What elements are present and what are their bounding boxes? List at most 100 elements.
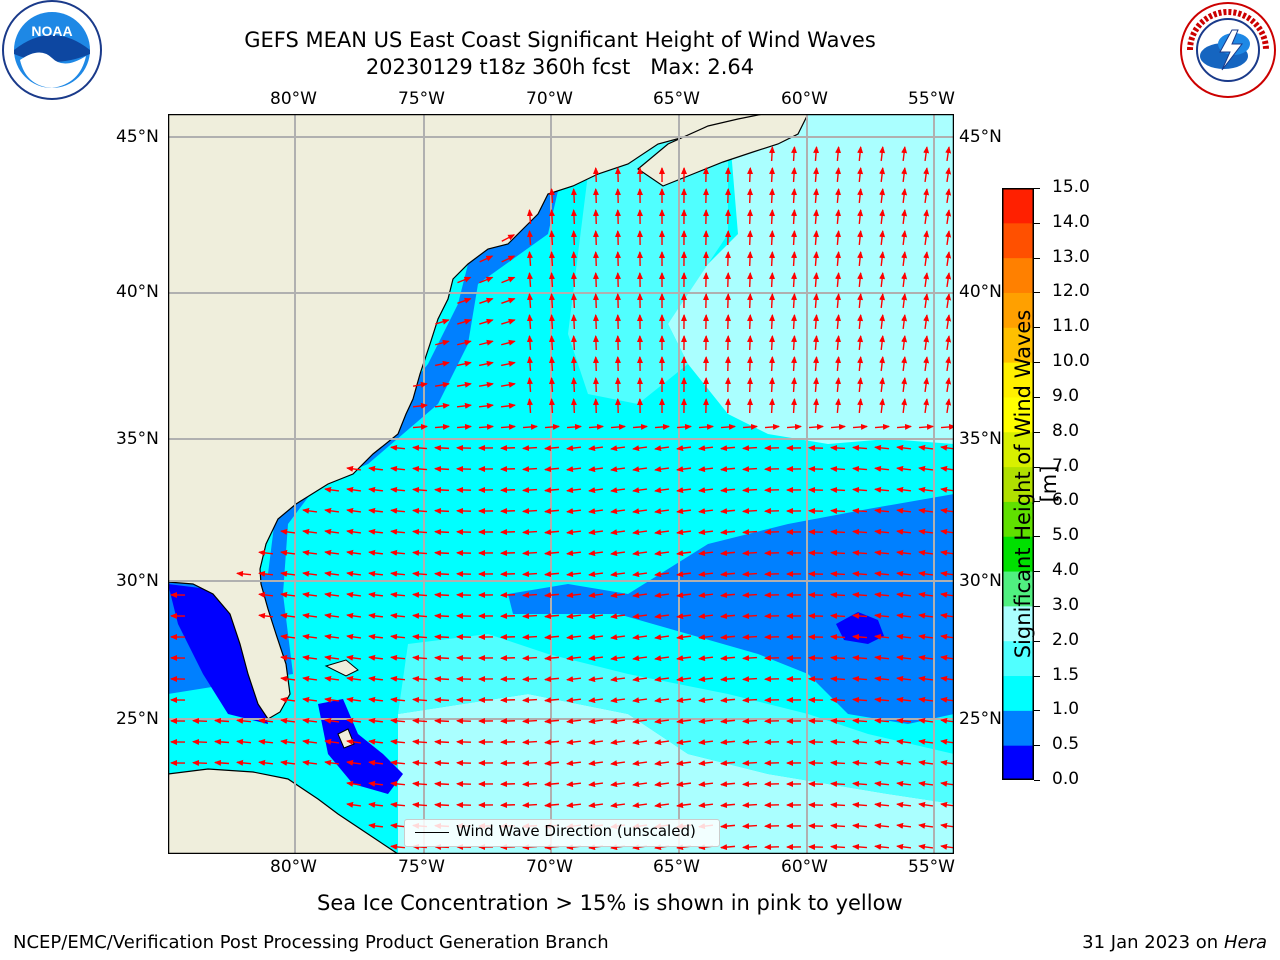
wave-direction-arrow (918, 486, 934, 493)
wave-direction-arrow (769, 146, 776, 162)
wave-direction-arrow (918, 507, 934, 514)
colorbar-band (1002, 327, 1034, 363)
wave-direction-arrow (346, 654, 362, 661)
wave-direction-arrow (654, 802, 670, 809)
wave-direction-arrow (544, 592, 560, 599)
wave-direction-arrow (852, 738, 868, 745)
wave-direction-arrow (479, 360, 494, 367)
wave-direction-arrow (874, 549, 890, 556)
wave-direction-arrow (830, 633, 846, 640)
lon-tick-bottom-3: 70°W (526, 857, 573, 877)
wave-direction-arrow (830, 612, 846, 619)
chart-title-line2: 20230129 t18z 360h fcst Max: 2.64 (365, 55, 755, 79)
wave-direction-arrow (258, 759, 274, 766)
wave-direction-arrow (302, 717, 318, 724)
wave-direction-arrow (434, 528, 450, 535)
wave-direction-arrow (412, 717, 428, 724)
wave-direction-arrow (434, 675, 450, 682)
lon-tick-top-1: 80°W (270, 89, 317, 109)
wave-direction-arrow (835, 209, 842, 225)
wave-direction-arrow (522, 445, 538, 452)
wave-direction-arrow (632, 487, 648, 494)
wave-direction-arrow (478, 423, 494, 430)
wave-direction-arrow (896, 612, 912, 619)
wave-direction-arrow (390, 843, 406, 850)
wave-direction-arrow (852, 486, 868, 493)
wave-direction-arrow (434, 780, 450, 787)
wave-direction-arrow (874, 675, 890, 682)
wave-direction-arrow (940, 465, 954, 472)
wave-direction-arrow (522, 718, 538, 725)
wave-direction-arrow (835, 188, 842, 204)
wave-direction-arrow (479, 297, 494, 305)
wave-direction-arrow (588, 634, 604, 641)
wave-direction-arrow (610, 802, 626, 809)
wave-direction-arrow (526, 230, 533, 246)
wave-direction-arrow (879, 230, 886, 246)
wave-direction-arrow (632, 613, 648, 620)
wave-direction-arrow (346, 549, 362, 556)
wave-direction-arrow (874, 759, 890, 766)
wave-direction-arrow (742, 676, 758, 683)
wave-direction-arrow (945, 209, 952, 225)
wave-direction-arrow (390, 507, 406, 514)
wave-direction-arrow (698, 697, 714, 704)
wave-direction-arrow (923, 314, 930, 330)
colorbar-tick-mark (1034, 466, 1040, 468)
wave-direction-arrow (654, 613, 670, 620)
wave-direction-arrow (434, 570, 450, 577)
wave-direction-arrow (654, 781, 670, 788)
wave-direction-arrow (940, 738, 954, 745)
wave-direction-arrow (940, 444, 954, 451)
wave-direction-arrow (324, 528, 340, 535)
graticule (168, 114, 954, 854)
wave-direction-arrow (346, 717, 362, 724)
wave-direction-arrow (698, 508, 714, 515)
wave-direction-arrow (874, 528, 890, 535)
wave-direction-arrow (940, 549, 954, 556)
wave-direction-arrow (874, 486, 890, 493)
wave-direction-arrow (588, 571, 604, 578)
wave-direction-arrow (544, 676, 560, 683)
wave-direction-arrow (874, 507, 890, 514)
wave-direction-arrow (923, 356, 930, 372)
wave-direction-arrow (813, 377, 820, 393)
wave-direction-arrow (813, 398, 820, 414)
wave-direction-arrow (412, 759, 428, 766)
wave-direction-arrow (390, 801, 406, 808)
wave-direction-arrow (720, 739, 736, 746)
wave-direction-arrow (632, 529, 648, 536)
wave-direction-arrow (566, 571, 582, 578)
wave-direction-arrow (280, 528, 296, 535)
wave-direction-arrow (874, 738, 890, 745)
wave-direction-arrow (896, 801, 912, 808)
wave-direction-arrow (923, 230, 930, 246)
colorbar-tick-mark (1034, 536, 1040, 538)
wave-direction-arrow (676, 802, 692, 809)
wave-direction-arrow (830, 486, 846, 493)
wave-direction-arrow (346, 528, 362, 535)
wave-direction-arrow (940, 486, 954, 493)
wave-direction-arrow (390, 780, 406, 787)
wave-direction-arrow (302, 654, 318, 661)
wave-band-low-central (508, 494, 954, 724)
wave-direction-arrow (698, 613, 714, 620)
wave-direction-arrow (548, 293, 555, 309)
wave-direction-arrow (501, 339, 516, 346)
wave-direction-arrow (566, 550, 582, 557)
wave-direction-arrow (522, 802, 538, 809)
wave-direction-arrow (346, 675, 362, 682)
colorbar-tick-label: 1.5 (1052, 664, 1080, 685)
colorbar-tick-label: 0.5 (1052, 734, 1080, 755)
wave-direction-arrow (592, 356, 599, 372)
wave-direction-arrow (526, 251, 533, 267)
wave-direction-arrow (654, 487, 670, 494)
wave-direction-arrow (896, 696, 912, 703)
wave-direction-arrow (918, 843, 934, 850)
wave-direction-arrow (852, 549, 868, 556)
map-legend: Wind Wave Direction (unscaled) (404, 819, 720, 847)
wave-direction-arrow (940, 423, 954, 430)
wave-direction-arrow (874, 612, 890, 619)
wave-direction-arrow (654, 634, 670, 641)
wave-direction-arrow (923, 293, 930, 309)
